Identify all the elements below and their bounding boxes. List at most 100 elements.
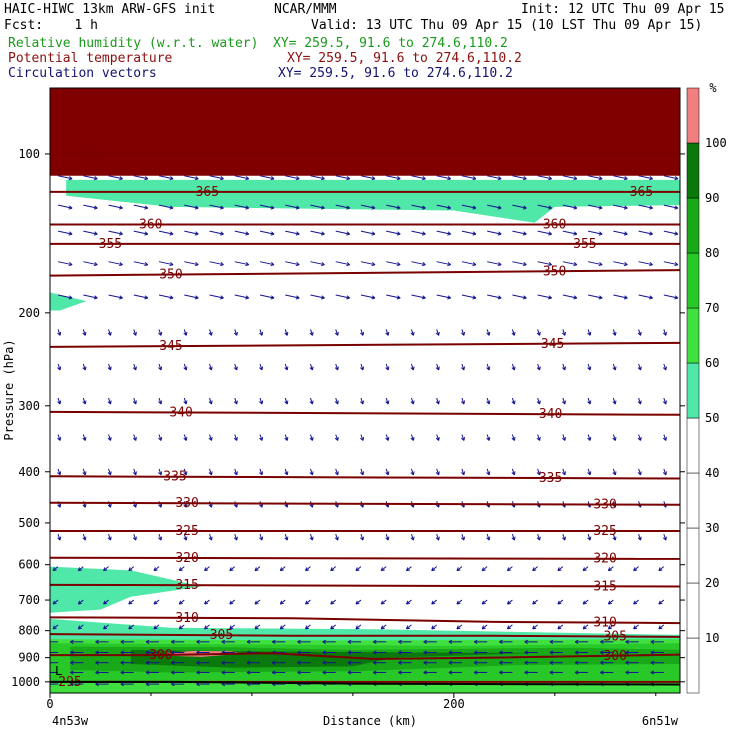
vector-arrow <box>132 329 137 336</box>
theta-contour-310 <box>50 616 680 625</box>
vector-arrow <box>386 175 401 181</box>
vector-arrow <box>120 650 134 655</box>
theta-label-300: 300 <box>149 648 172 663</box>
vector-arrow <box>612 533 617 541</box>
vector-arrow <box>103 599 109 605</box>
vector-arrow <box>524 650 538 655</box>
vector-arrow <box>600 650 614 655</box>
theta-label-375: 375 <box>78 147 101 162</box>
colorbar-swatch <box>686 362 700 419</box>
vector-arrow <box>297 660 311 665</box>
colorbar-swatch <box>686 527 700 584</box>
vector-arrow <box>178 624 185 630</box>
vector-arrow <box>158 434 163 441</box>
vector-arrow <box>145 639 160 644</box>
theta-label-345: 345 <box>159 339 182 354</box>
vector-arrow <box>662 533 667 541</box>
vector-arrow <box>128 566 135 572</box>
vector-arrow <box>310 230 325 236</box>
vector-arrow <box>229 624 236 630</box>
vector-arrow <box>82 363 87 371</box>
vector-arrow <box>309 533 314 541</box>
vector-arrow <box>355 566 362 572</box>
vector-arrow <box>196 670 210 675</box>
vector-arrow <box>50 652 59 654</box>
vector-arrow <box>284 533 289 541</box>
y-axis-label: Pressure (hPa) <box>2 339 16 440</box>
plot-frame <box>49 87 681 694</box>
vector-arrow <box>448 650 462 655</box>
vector-arrow <box>561 468 566 476</box>
vector-arrow <box>607 599 614 605</box>
vector-arrow <box>57 204 73 210</box>
y-tick-label: 300 <box>18 399 40 413</box>
vector-arrow <box>461 533 466 541</box>
vector-arrow <box>334 363 339 371</box>
vector-arrow <box>481 566 488 572</box>
colorbar-swatch <box>686 637 700 694</box>
vector-arrow <box>532 624 538 630</box>
low-pressure-marker: L <box>55 664 62 678</box>
vector-arrow <box>128 624 135 630</box>
vector-arrow <box>411 261 426 267</box>
vector-arrow <box>334 533 339 541</box>
rh-upper-moist <box>66 179 680 223</box>
vector-arrow <box>537 261 552 267</box>
vector-arrow <box>355 599 362 605</box>
theta-label-310: 310 <box>175 611 198 626</box>
vector-arrow <box>133 261 149 267</box>
vector-arrow <box>461 363 466 371</box>
vector-arrow <box>360 175 376 181</box>
vector-arrow <box>612 329 617 336</box>
vector-arrow <box>511 363 516 371</box>
vector-arrow <box>557 599 564 605</box>
vector-arrow <box>305 624 311 630</box>
vector-arrow <box>133 175 149 181</box>
theta-contour-300 <box>50 652 680 660</box>
vector-arrow <box>70 670 84 675</box>
vector-arrow <box>70 660 84 665</box>
vector-arrow <box>423 650 437 655</box>
vector-arrow <box>532 566 538 572</box>
vector-arrow <box>330 566 337 572</box>
vector-arrow <box>209 230 224 236</box>
vector-arrow <box>52 624 59 630</box>
vector-arrow <box>70 650 84 655</box>
vector-arrow <box>532 599 538 605</box>
vector-arrow <box>57 397 62 405</box>
vector-arrow <box>305 599 311 605</box>
vector-arrow <box>95 650 109 655</box>
vector-arrow <box>209 261 224 267</box>
vector-arrow <box>405 624 412 630</box>
vector-arrow <box>372 660 387 665</box>
vector-arrow <box>473 650 488 655</box>
vector-arrow <box>284 363 289 371</box>
vector-arrow <box>204 566 210 572</box>
vector-arrow <box>360 468 365 476</box>
vector-arrow <box>549 650 563 655</box>
vector-arrow <box>171 660 185 665</box>
vector-arrow <box>183 363 188 371</box>
vector-arrow <box>511 533 516 541</box>
rh-mid-moist <box>50 566 202 613</box>
vector-arrow <box>360 533 365 541</box>
vector-arrow <box>284 468 289 476</box>
vector-arrow <box>279 599 286 605</box>
vector-arrow <box>284 329 289 336</box>
vector-arrow <box>448 670 462 675</box>
vector-arrow <box>347 660 361 665</box>
vector-arrow <box>334 434 339 441</box>
vector-arrow <box>57 261 73 267</box>
theta-contour-320 <box>50 556 680 560</box>
y-tick-label: 900 <box>18 651 40 665</box>
chart-title: HAIC-HIWC 13km ARW-GFS init <box>4 2 216 17</box>
theta-contour-340 <box>50 410 680 416</box>
vector-arrow <box>612 397 617 405</box>
org-label: NCAR/MMM <box>274 2 337 17</box>
vector-arrow <box>334 397 339 405</box>
vector-arrow <box>120 639 134 644</box>
vector-arrow <box>108 175 123 181</box>
vector-arrow <box>309 397 314 405</box>
vector-arrow <box>574 670 589 675</box>
vector-arrow <box>272 670 286 675</box>
